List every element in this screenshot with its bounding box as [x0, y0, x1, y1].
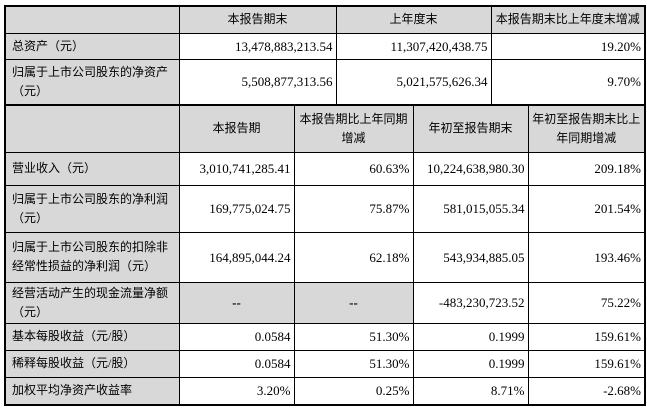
row-label: 归属于上市公司股东的净资产（元）: [4, 58, 180, 105]
value-cell: 209.18%: [527, 151, 646, 186]
table-row-weighted-avg-roe: 加权平均净资产收益率 3.20% 0.25% 8.71% -2.68%: [4, 376, 646, 406]
value-cell: 164,895,044.24: [178, 231, 295, 283]
value-cell: 0.0584: [178, 349, 295, 378]
row-label: 经营活动产生的现金流量净额（元）: [4, 281, 180, 324]
value-cell: 62.18%: [293, 231, 414, 283]
value-cell: 75.22%: [527, 281, 646, 324]
value-cell: 5,021,575,626.34: [335, 58, 492, 105]
value-cell: 159.61%: [527, 322, 646, 351]
row-label: 加权平均净资产收益率: [4, 376, 180, 406]
value-cell: 581,015,055.34: [412, 184, 529, 233]
table-row-net-profit: 归属于上市公司股东的净利润（元） 169,775,024.75 75.87% 5…: [4, 184, 646, 233]
value-cell: 193.46%: [527, 231, 646, 283]
value-cell: 9.70%: [490, 58, 646, 105]
value-cell: 3.20%: [178, 376, 295, 406]
value-cell: 51.30%: [293, 322, 414, 351]
table-row-basic-eps: 基本每股收益（元/股） 0.0584 51.30% 0.1999 159.61%: [4, 322, 646, 351]
column-header-change-vs-prior-year-end: 本报告期末比上年度末增减: [490, 5, 646, 34]
value-cell: 0.25%: [293, 376, 414, 406]
column-header-year-to-date: 年初至报告期末: [412, 104, 529, 153]
table-header-row: 本报告期末 上年度末 本报告期末比上年度末增减: [4, 5, 646, 34]
value-cell: 0.1999: [412, 322, 529, 351]
row-label: 归属于上市公司股东的扣除非经常性损益的净利润（元）: [4, 231, 180, 283]
table-row-operating-cash-flow: 经营活动产生的现金流量净额（元） -- -- -483,230,723.52 7…: [4, 281, 646, 324]
column-header-ytd-change-vs-prior: 年初至报告期末比上年同期增减: [527, 104, 646, 153]
value-cell: 75.87%: [293, 184, 414, 233]
value-cell: 19.20%: [490, 32, 646, 60]
value-cell: 169,775,024.75: [178, 184, 295, 233]
value-cell: 5,508,877,313.56: [178, 58, 337, 105]
value-cell: 543,934,885.05: [412, 231, 529, 283]
value-cell: -483,230,723.52: [412, 281, 529, 324]
column-header-current-period: 本报告期: [178, 104, 295, 153]
value-cell: 0.1999: [412, 349, 529, 378]
table-row-operating-revenue: 营业收入（元） 3,010,741,285.41 60.63% 10,224,6…: [4, 151, 646, 186]
value-cell: 10,224,638,980.30: [412, 151, 529, 186]
value-cell: 8.71%: [412, 376, 529, 406]
value-cell: -2.68%: [527, 376, 646, 406]
table-row-net-assets: 归属于上市公司股东的净资产（元） 5,508,877,313.56 5,021,…: [4, 58, 646, 105]
value-cell: 13,478,883,213.54: [178, 32, 337, 60]
value-cell-na: --: [293, 281, 414, 324]
value-cell: 159.61%: [527, 349, 646, 378]
period-end-comparison-table: 本报告期末 上年度末 本报告期末比上年度末增减 总资产（元） 13,478,88…: [4, 5, 646, 105]
row-label: 归属于上市公司股东的净利润（元）: [4, 184, 180, 233]
column-header-current-period-end: 本报告期末: [178, 5, 337, 34]
column-header-prior-year-end: 上年度末: [335, 5, 492, 34]
value-cell: 51.30%: [293, 349, 414, 378]
value-cell: 11,307,420,438.75: [335, 32, 492, 60]
row-label: 总资产（元）: [4, 32, 180, 60]
table-row-diluted-eps: 稀释每股收益（元/股） 0.0584 51.30% 0.1999 159.61%: [4, 349, 646, 378]
value-cell: 60.63%: [293, 151, 414, 186]
corner-cell: [4, 5, 180, 34]
value-cell: 201.54%: [527, 184, 646, 233]
value-cell: 0.0584: [178, 322, 295, 351]
row-label: 稀释每股收益（元/股）: [4, 349, 180, 378]
row-label: 基本每股收益（元/股）: [4, 322, 180, 351]
table-header-row: 本报告期 本报告期比上年同期增减 年初至报告期末 年初至报告期末比上年同期增减: [4, 104, 646, 153]
corner-cell: [4, 104, 180, 153]
column-header-change-vs-prior-period: 本报告期比上年同期增减: [293, 104, 414, 153]
value-cell: 3,010,741,285.41: [178, 151, 295, 186]
row-label: 营业收入（元）: [4, 151, 180, 186]
table-row-total-assets: 总资产（元） 13,478,883,213.54 11,307,420,438.…: [4, 32, 646, 60]
table-row-net-profit-excl-nonrecurring: 归属于上市公司股东的扣除非经常性损益的净利润（元） 164,895,044.24…: [4, 231, 646, 283]
value-cell-na: --: [178, 281, 295, 324]
period-performance-table: 本报告期 本报告期比上年同期增减 年初至报告期末 年初至报告期末比上年同期增减 …: [4, 104, 646, 406]
